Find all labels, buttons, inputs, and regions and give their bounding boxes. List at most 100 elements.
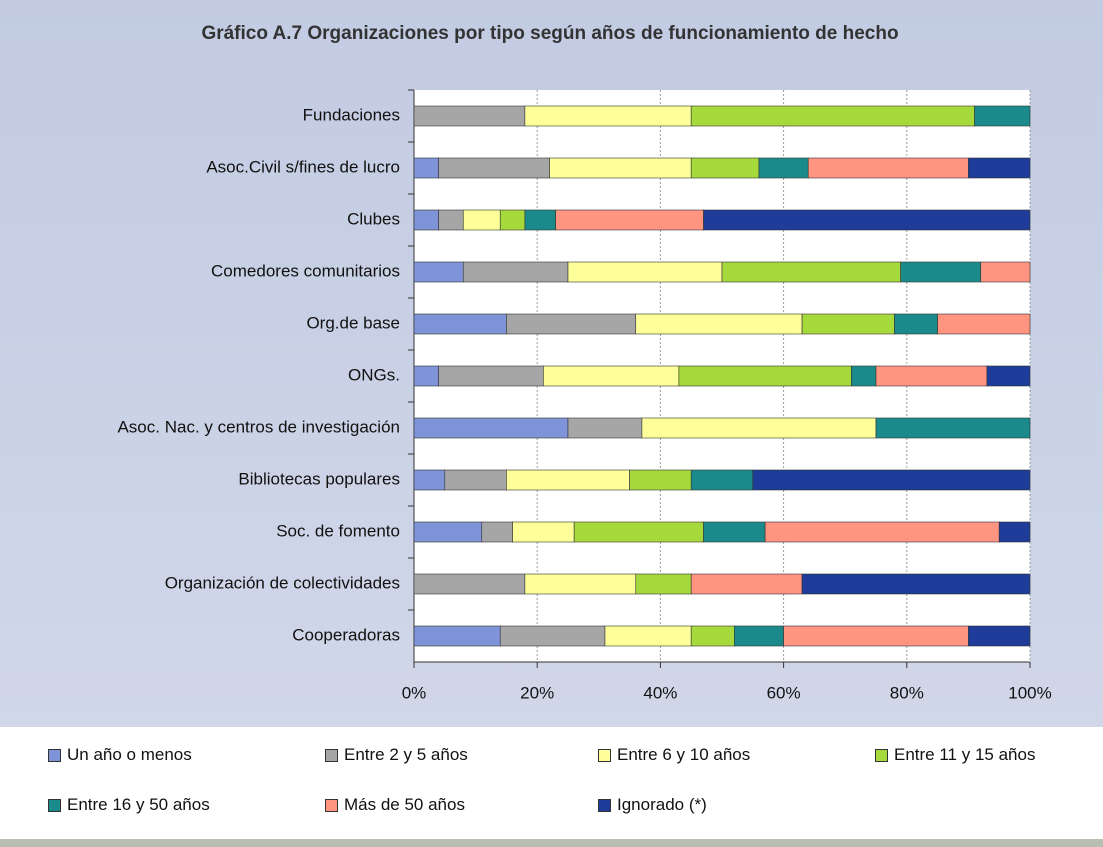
legend-swatch [48, 748, 61, 762]
bar-segment [413, 573, 526, 595]
bar-segment [413, 209, 439, 231]
plot: 0% 20% 40% 60% 80% 100% Fundaciones Asoc.Civil … [117, 89, 1052, 702]
bar-segment [438, 365, 544, 387]
bar-segment [499, 625, 606, 647]
bar-segment [604, 625, 692, 647]
bar-segment [678, 365, 852, 387]
y-tick-label: Soc. de fomento [276, 521, 400, 540]
bar-segment [894, 313, 938, 335]
bar-segment [524, 209, 556, 231]
bar-segment [968, 625, 1031, 647]
bar-segment [481, 521, 513, 543]
bar-segment [413, 157, 439, 179]
legend-swatch [325, 748, 338, 762]
bar-segment [980, 261, 1031, 283]
legend-item: Más de 50 años [325, 795, 465, 815]
x-tick-label: 20% [520, 683, 554, 702]
legend: Un año o menos Entre 2 y 5 años Entre 6 y … [0, 727, 1103, 839]
bar-segment [807, 157, 969, 179]
bar-segment [690, 157, 760, 179]
bar-segment [549, 157, 692, 179]
bar-segment [690, 573, 803, 595]
bar-segment [968, 157, 1031, 179]
legend-label: Un año o menos [67, 745, 192, 764]
bar-segment [413, 105, 526, 127]
bar-segment [438, 157, 550, 179]
bar-segment [506, 313, 637, 335]
legend-item: Entre 2 y 5 años [325, 745, 468, 765]
y-tick-label: ONGs. [348, 365, 400, 384]
y-tick-label: Fundaciones [303, 105, 400, 124]
bar-segment [413, 625, 501, 647]
y-tick-label: Cooperadoras [292, 625, 400, 644]
bar-segment [462, 209, 501, 231]
legend-item: Entre 6 y 10 años [598, 745, 750, 765]
bar-segment [438, 209, 464, 231]
bar-segment [641, 417, 877, 439]
legend-label: Más de 50 años [344, 795, 465, 814]
x-tick-label: 0% [402, 683, 427, 702]
bar-segment [986, 365, 1031, 387]
bar-segment [413, 417, 569, 439]
bar-segment [573, 521, 704, 543]
x-tick-label: 80% [890, 683, 924, 702]
bar-segment [703, 521, 766, 543]
bar-segment [524, 573, 637, 595]
bar-segment [444, 469, 507, 491]
y-tick-label: Clubes [347, 209, 400, 228]
bar-segment [974, 105, 1031, 127]
bar-segment [512, 521, 575, 543]
bar-segment [764, 521, 1000, 543]
y-tick-label: Org.de base [306, 313, 400, 332]
bar-segment [635, 313, 803, 335]
bar-segment [690, 625, 735, 647]
bar-segment [567, 417, 643, 439]
bar-segment [524, 105, 692, 127]
y-tick-label: Organización de colectividades [165, 573, 400, 592]
legend-item: Un año o menos [48, 745, 192, 765]
bar-segment [635, 573, 692, 595]
legend-swatch [598, 798, 611, 812]
bar-segment [413, 469, 446, 491]
legend-item: Ignorado (*) [598, 795, 707, 815]
bar-segment [567, 261, 723, 283]
bar-segment [734, 625, 784, 647]
bar-segment [413, 365, 439, 387]
x-tick-label: 60% [767, 683, 801, 702]
bar-segment [900, 261, 982, 283]
bar-segment [629, 469, 692, 491]
bar-segment [690, 105, 975, 127]
bar-segment [703, 209, 1031, 231]
legend-swatch [325, 798, 338, 812]
legend-swatch [875, 748, 888, 762]
x-tick-label: 40% [643, 683, 677, 702]
bar-segment [413, 261, 464, 283]
bar-segment [801, 313, 895, 335]
x-tick-label: 100% [1008, 683, 1051, 702]
legend-label: Entre 2 y 5 años [344, 745, 468, 764]
y-tick-label: Bibliotecas populares [238, 469, 400, 488]
legend-label: Entre 16 y 50 años [67, 795, 210, 814]
bar-segment [555, 209, 704, 231]
bar-segment [506, 469, 630, 491]
bar-segment [499, 209, 526, 231]
bar-segment [998, 521, 1031, 543]
bar-segment [851, 365, 877, 387]
y-tick-label: Asoc. Nac. y centros de investigación [117, 417, 400, 436]
legend-swatch [598, 748, 611, 762]
bar-segment [801, 573, 1031, 595]
legend-item: Entre 11 y 15 años [875, 745, 1035, 765]
bar-segment [758, 157, 809, 179]
bar-segment [783, 625, 969, 647]
y-tick-label: Comedores comunitarios [211, 261, 400, 280]
chart-title: Gráfico A.7 Organizaciones por tipo segú… [201, 23, 899, 44]
legend-label: Entre 11 y 15 años [894, 745, 1036, 764]
legend-label: Ignorado (*) [617, 795, 707, 814]
legend-label: Entre 6 y 10 años [617, 745, 751, 764]
y-tick-label: Asoc.Civil s/fines de lucro [206, 157, 400, 176]
legend-item: Entre 16 y 50 años [48, 795, 210, 815]
bar-segment [721, 261, 901, 283]
legend-swatch [48, 798, 61, 812]
bar-segment [543, 365, 680, 387]
